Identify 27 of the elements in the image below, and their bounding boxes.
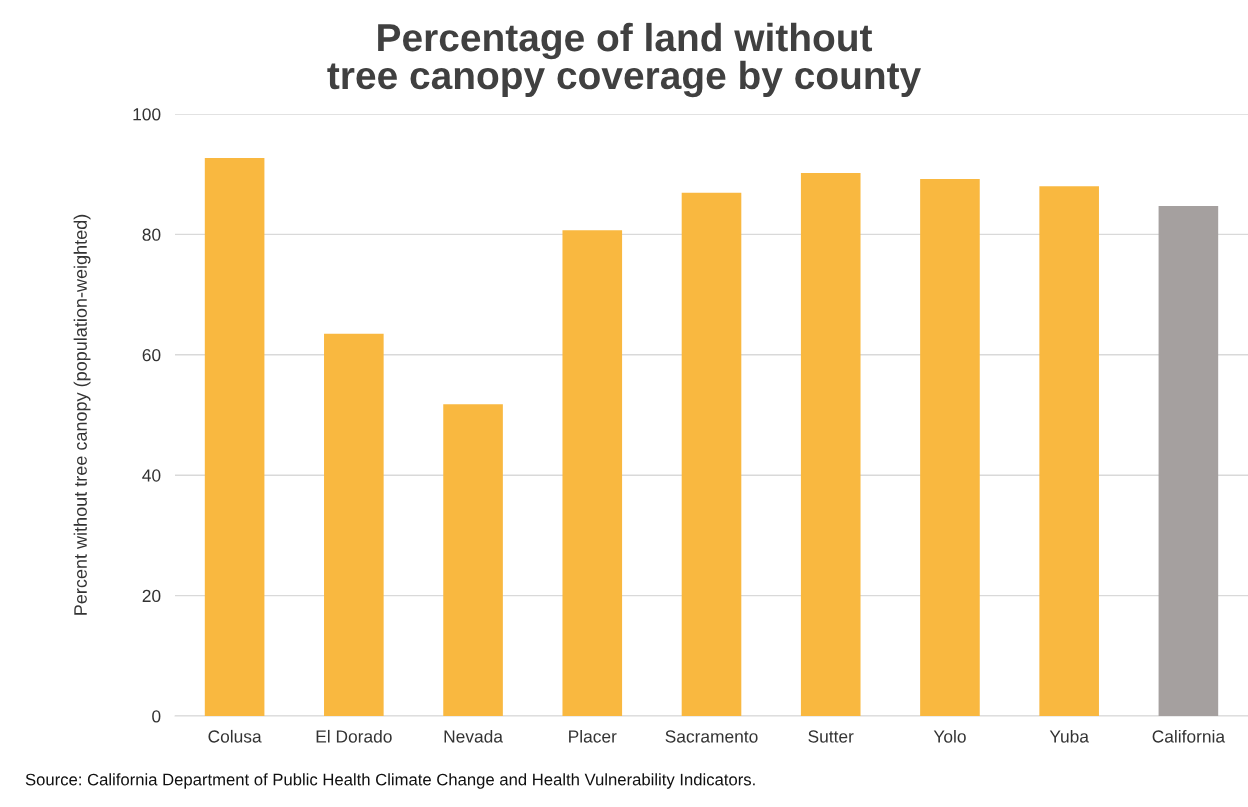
- y-axis-title: Percent without tree canopy (population-weighted): [73, 214, 91, 615]
- y-tick-label: 60: [142, 348, 161, 362]
- x-tick-label: Colusa: [208, 729, 262, 743]
- bar: [920, 179, 980, 716]
- x-tick-label: Placer: [569, 729, 617, 743]
- y-tick-label: 20: [142, 589, 161, 603]
- source-note: Source: California Department of Public Health Climate Change and Health Vulnerability Indicators.: [25, 773, 755, 789]
- x-tick-label: Yolo: [933, 729, 966, 743]
- y-tick-label: 0: [152, 710, 161, 723]
- bar: [443, 404, 503, 716]
- x-tick-label: Nevada: [444, 729, 503, 743]
- y-tick-label: 80: [142, 228, 161, 241]
- chart-title: Percentage of land without tree canopy coverage by county: [327, 22, 921, 98]
- x-tick-label: Sutter: [808, 730, 854, 743]
- y-tick-label: 100: [133, 108, 161, 121]
- x-tick-label: Sacramento: [665, 730, 758, 743]
- bar: [1158, 206, 1219, 716]
- bar: [324, 333, 384, 716]
- bar: [1039, 186, 1099, 716]
- y-tick-label: 40: [142, 469, 161, 482]
- bar: [562, 230, 623, 716]
- x-tick-label: El Dorado: [316, 729, 392, 743]
- bar: [204, 157, 265, 716]
- x-tick-label: Yuba: [1049, 729, 1089, 743]
- bar: [681, 192, 742, 716]
- bar: [800, 173, 861, 716]
- x-tick-label: California: [1152, 729, 1226, 743]
